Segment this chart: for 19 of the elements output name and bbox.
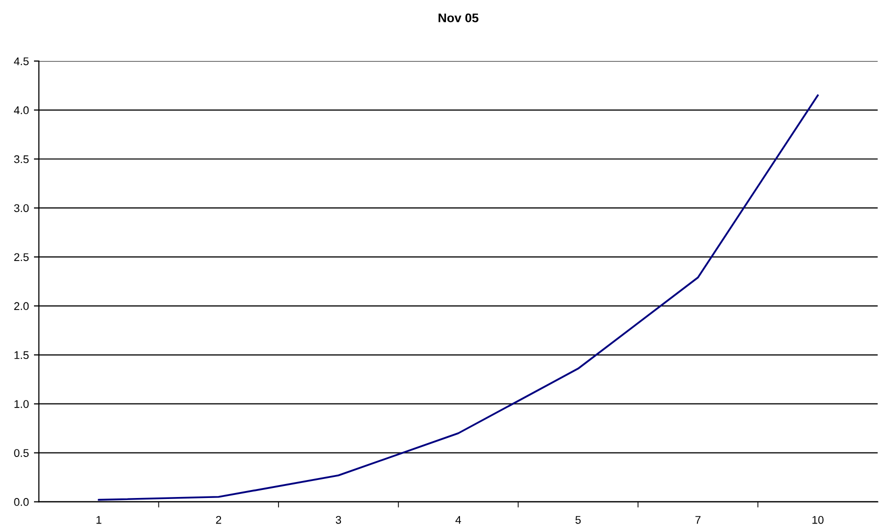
y-tick-label: 4.5: [14, 57, 29, 66]
x-tick-label: 4: [455, 516, 462, 524]
y-tick-label: 0.5: [14, 449, 29, 457]
y-tick-label: 2.5: [14, 253, 29, 262]
chart-title: Nov 05: [438, 13, 478, 22]
y-tick-label: 4.0: [14, 106, 29, 114]
y-tick-label: 0.0: [14, 498, 29, 506]
y-tick-label: 1.5: [14, 351, 29, 360]
x-tick-label: 3: [336, 516, 342, 524]
y-tick-label: 3.0: [14, 204, 29, 212]
y-tick-label: 2.0: [14, 302, 29, 310]
line-series: [98, 94, 819, 501]
y-tick-label: 3.5: [14, 155, 29, 164]
x-tick-label: 7: [695, 516, 700, 524]
x-tick-label: 10: [812, 516, 824, 524]
x-tick-label: 1: [96, 516, 102, 524]
y-tick-label: 1.0: [14, 400, 29, 408]
x-tick-label: 2: [216, 516, 222, 524]
x-tick-label: 5: [575, 516, 581, 524]
